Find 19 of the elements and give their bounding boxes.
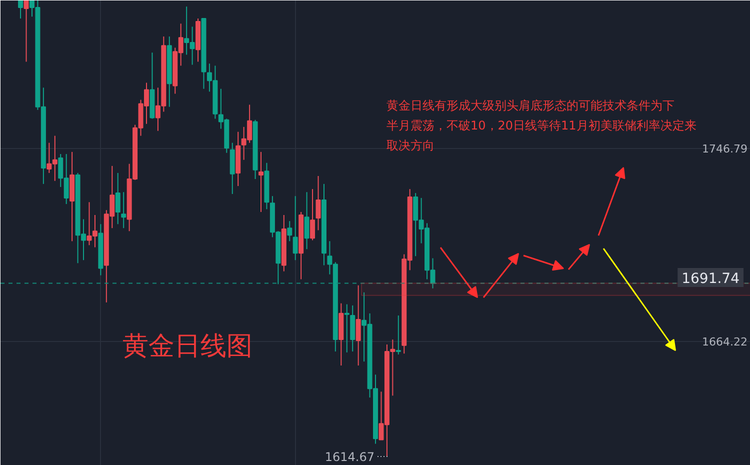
y-tick-label: 1664.22: [702, 336, 748, 349]
candlestick: [316, 175, 321, 231]
annotation: 黄金日线有形成大级别头肩底形态的可能技术条件为下半月震荡，不破10，20日线等待11月初美联储利率决定来取决方向: [386, 98, 696, 152]
candlestick: [287, 220, 292, 242]
text: 黄金日线图: [122, 332, 252, 362]
candlestick: [115, 172, 120, 225]
candlestick: [292, 196, 298, 261]
candlestick: [258, 151, 264, 212]
candlestick: [310, 188, 316, 241]
annotation: 1614.67: [324, 450, 374, 464]
candlestick: [121, 192, 126, 229]
candlestick: [304, 192, 310, 250]
candlestick: [396, 314, 401, 356]
candlestick: [344, 304, 350, 353]
candlestick: [18, 0, 24, 19]
y-tick-label: 1746.79: [702, 142, 748, 156]
annotation: 1691.74: [682, 271, 740, 287]
candlestick: [24, 0, 29, 62]
candlestick: [356, 284, 361, 366]
